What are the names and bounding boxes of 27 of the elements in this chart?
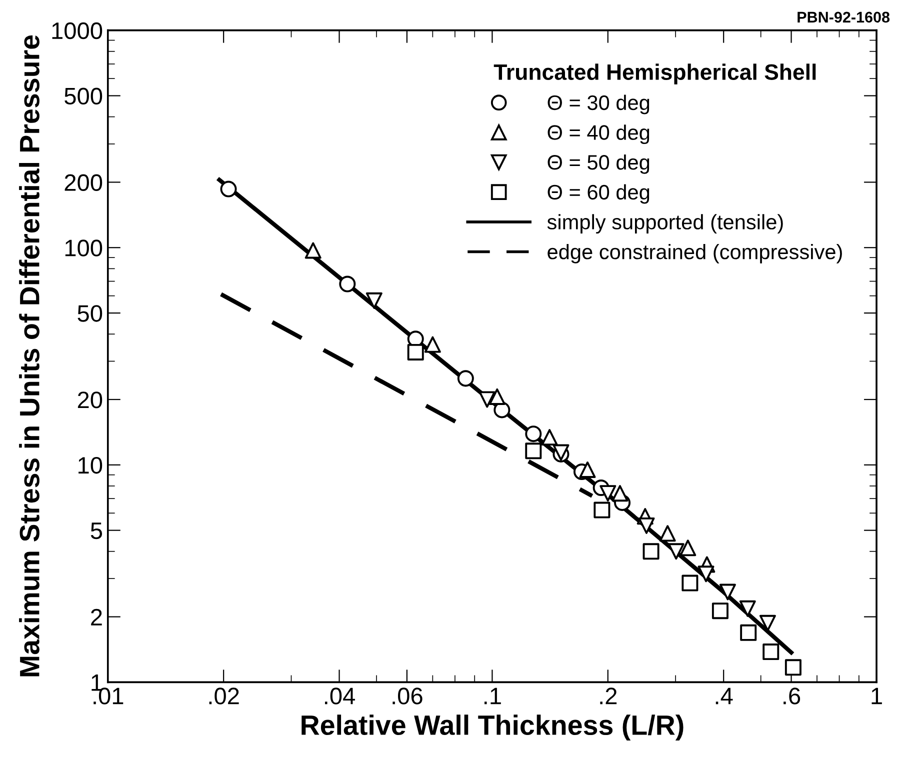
- y-tick-label: 2: [91, 608, 102, 626]
- y-tick-label: 50: [78, 305, 102, 322]
- x-tick-label: .06: [392, 688, 422, 704]
- x-tick-label: .4: [716, 688, 733, 704]
- legend-label: Θ = 50 deg: [548, 154, 650, 174]
- x-tick-label: .04: [325, 688, 355, 704]
- legend-label: simply supported (tensile): [547, 214, 783, 234]
- legend-label: Θ = 40 deg: [548, 124, 650, 144]
- legend-label: Θ = 60 deg: [548, 184, 650, 204]
- y-tick-label: 100: [65, 240, 102, 256]
- legend-label: Θ = 30 deg: [548, 94, 650, 114]
- x-tick-label: .6: [784, 688, 800, 704]
- text: PBN-92-1608: [798, 12, 890, 23]
- y-tick-label: 10: [78, 456, 102, 474]
- y-tick-label: 200: [64, 174, 102, 191]
- y-axis-title: Maximum Stress in Units of Differential Pressure: [19, 35, 40, 676]
- x-tick-label: 1: [872, 688, 882, 704]
- y-tick-label: 500: [64, 88, 102, 105]
- x-tick-label: .2: [600, 688, 617, 704]
- y-tick-label: 5: [90, 522, 102, 540]
- y-tick-label: 1000: [52, 22, 102, 40]
- y-tick-label: 20: [78, 392, 102, 408]
- legend-title: Truncated Hemispherical Shell: [494, 64, 816, 84]
- x-tick-label: .02: [209, 688, 239, 704]
- x-tick-label: .1: [484, 688, 501, 704]
- x-axis-title: Relative Wall Thickness (L/R): [302, 714, 684, 741]
- legend-label: edge constrained (compressive): [548, 244, 842, 264]
